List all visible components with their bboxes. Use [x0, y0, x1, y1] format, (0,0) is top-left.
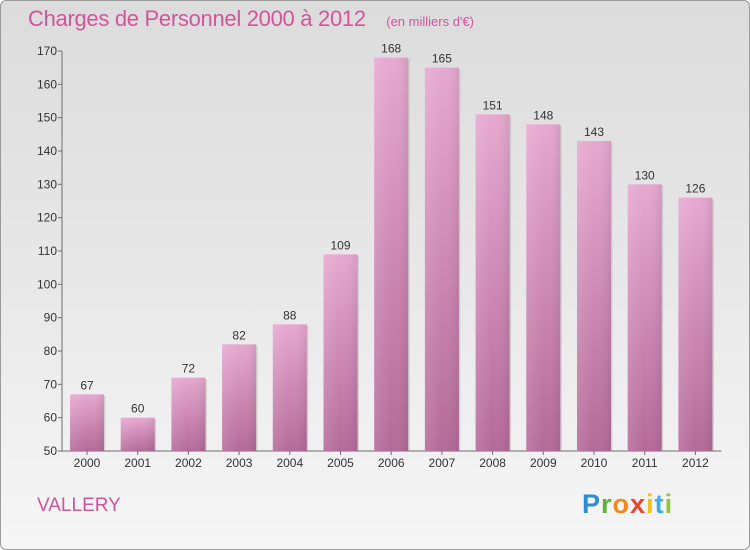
value-labels: 67 60 72 82 88 109 168 165 151 148 143 130 126 — [80, 42, 705, 416]
x-tick-label: 2012 — [682, 456, 709, 470]
y-tick-label: 170 — [37, 44, 57, 58]
bar-highlight — [323, 254, 358, 451]
logo-letter: r — [601, 489, 613, 519]
logo-letter: t — [654, 489, 665, 519]
x-tick-label: 2002 — [175, 456, 202, 470]
title-row: Charges de Personnel 2000 à 2012 (en mil… — [28, 6, 474, 32]
x-tick-label: 2006 — [378, 456, 405, 470]
data-label: 72 — [182, 362, 196, 376]
data-label: 82 — [232, 328, 246, 342]
y-tick-label: 60 — [44, 411, 58, 425]
data-label: 130 — [635, 168, 655, 182]
chart-title: Charges de Personnel 2000 à 2012 — [28, 6, 366, 31]
bar-highlight — [526, 124, 561, 451]
bar-highlight — [577, 141, 611, 451]
data-label: 126 — [685, 182, 705, 196]
x-tick-label: 2010 — [581, 456, 608, 470]
data-label: 151 — [483, 98, 503, 112]
y-tick-label: 50 — [44, 444, 58, 458]
data-label: 109 — [330, 238, 350, 252]
data-label: 88 — [283, 308, 297, 322]
x-tick-label: 2005 — [327, 456, 354, 470]
data-label: 165 — [432, 52, 452, 66]
y-tick-label: 100 — [37, 277, 57, 291]
x-tick-label: 2008 — [479, 456, 506, 470]
bar-highlight — [120, 417, 155, 451]
logo-letter: o — [612, 489, 631, 519]
logo-letter: x — [630, 489, 647, 519]
y-tick-label: 120 — [37, 211, 57, 225]
bar-highlight — [424, 67, 459, 452]
place-name: VALLERY — [37, 495, 121, 516]
data-label: 148 — [533, 108, 553, 122]
data-label: 143 — [584, 125, 604, 139]
bar-highlight — [70, 394, 104, 451]
y-tick-label: 150 — [37, 111, 57, 125]
y-tick-label: 70 — [44, 377, 58, 391]
bar-highlight — [627, 184, 662, 452]
y-tick-label: 140 — [37, 144, 57, 158]
proxiti-logo: Proxiti — [582, 489, 673, 520]
x-tick-label: 2001 — [124, 456, 151, 470]
y-tick-label: 160 — [37, 77, 57, 91]
y-tick-label: 80 — [44, 344, 58, 358]
bar-highlight — [374, 57, 409, 452]
y-tick-label: 110 — [38, 244, 57, 258]
axes: 50 60 70 80 90 100 110 120 130 140 150 160 170 2000 20… — [37, 44, 722, 470]
x-tick-label: 2003 — [226, 456, 253, 470]
y-tick-label: 90 — [44, 311, 58, 325]
bars — [70, 57, 714, 452]
data-label: 67 — [80, 378, 94, 392]
bar-highlight — [475, 114, 510, 451]
x-tick-label: 2007 — [429, 456, 456, 470]
logo-letter: P — [582, 489, 602, 519]
logo-letter: i — [664, 489, 674, 519]
bar-highlight — [222, 344, 257, 451]
data-label: 60 — [131, 402, 145, 416]
x-tick-label: 2000 — [74, 456, 101, 470]
bar-highlight — [678, 197, 713, 451]
x-tick-label: 2004 — [276, 456, 303, 470]
chart-subtitle: (en milliers d'€) — [386, 14, 474, 29]
bar-highlight — [171, 377, 206, 451]
y-tick-label: 130 — [37, 177, 57, 191]
data-label: 168 — [381, 42, 401, 56]
x-tick-label: 2009 — [530, 456, 557, 470]
logo-letter: i — [646, 489, 655, 519]
x-tick-label: 2011 — [632, 456, 658, 470]
bar-highlight — [272, 324, 307, 451]
